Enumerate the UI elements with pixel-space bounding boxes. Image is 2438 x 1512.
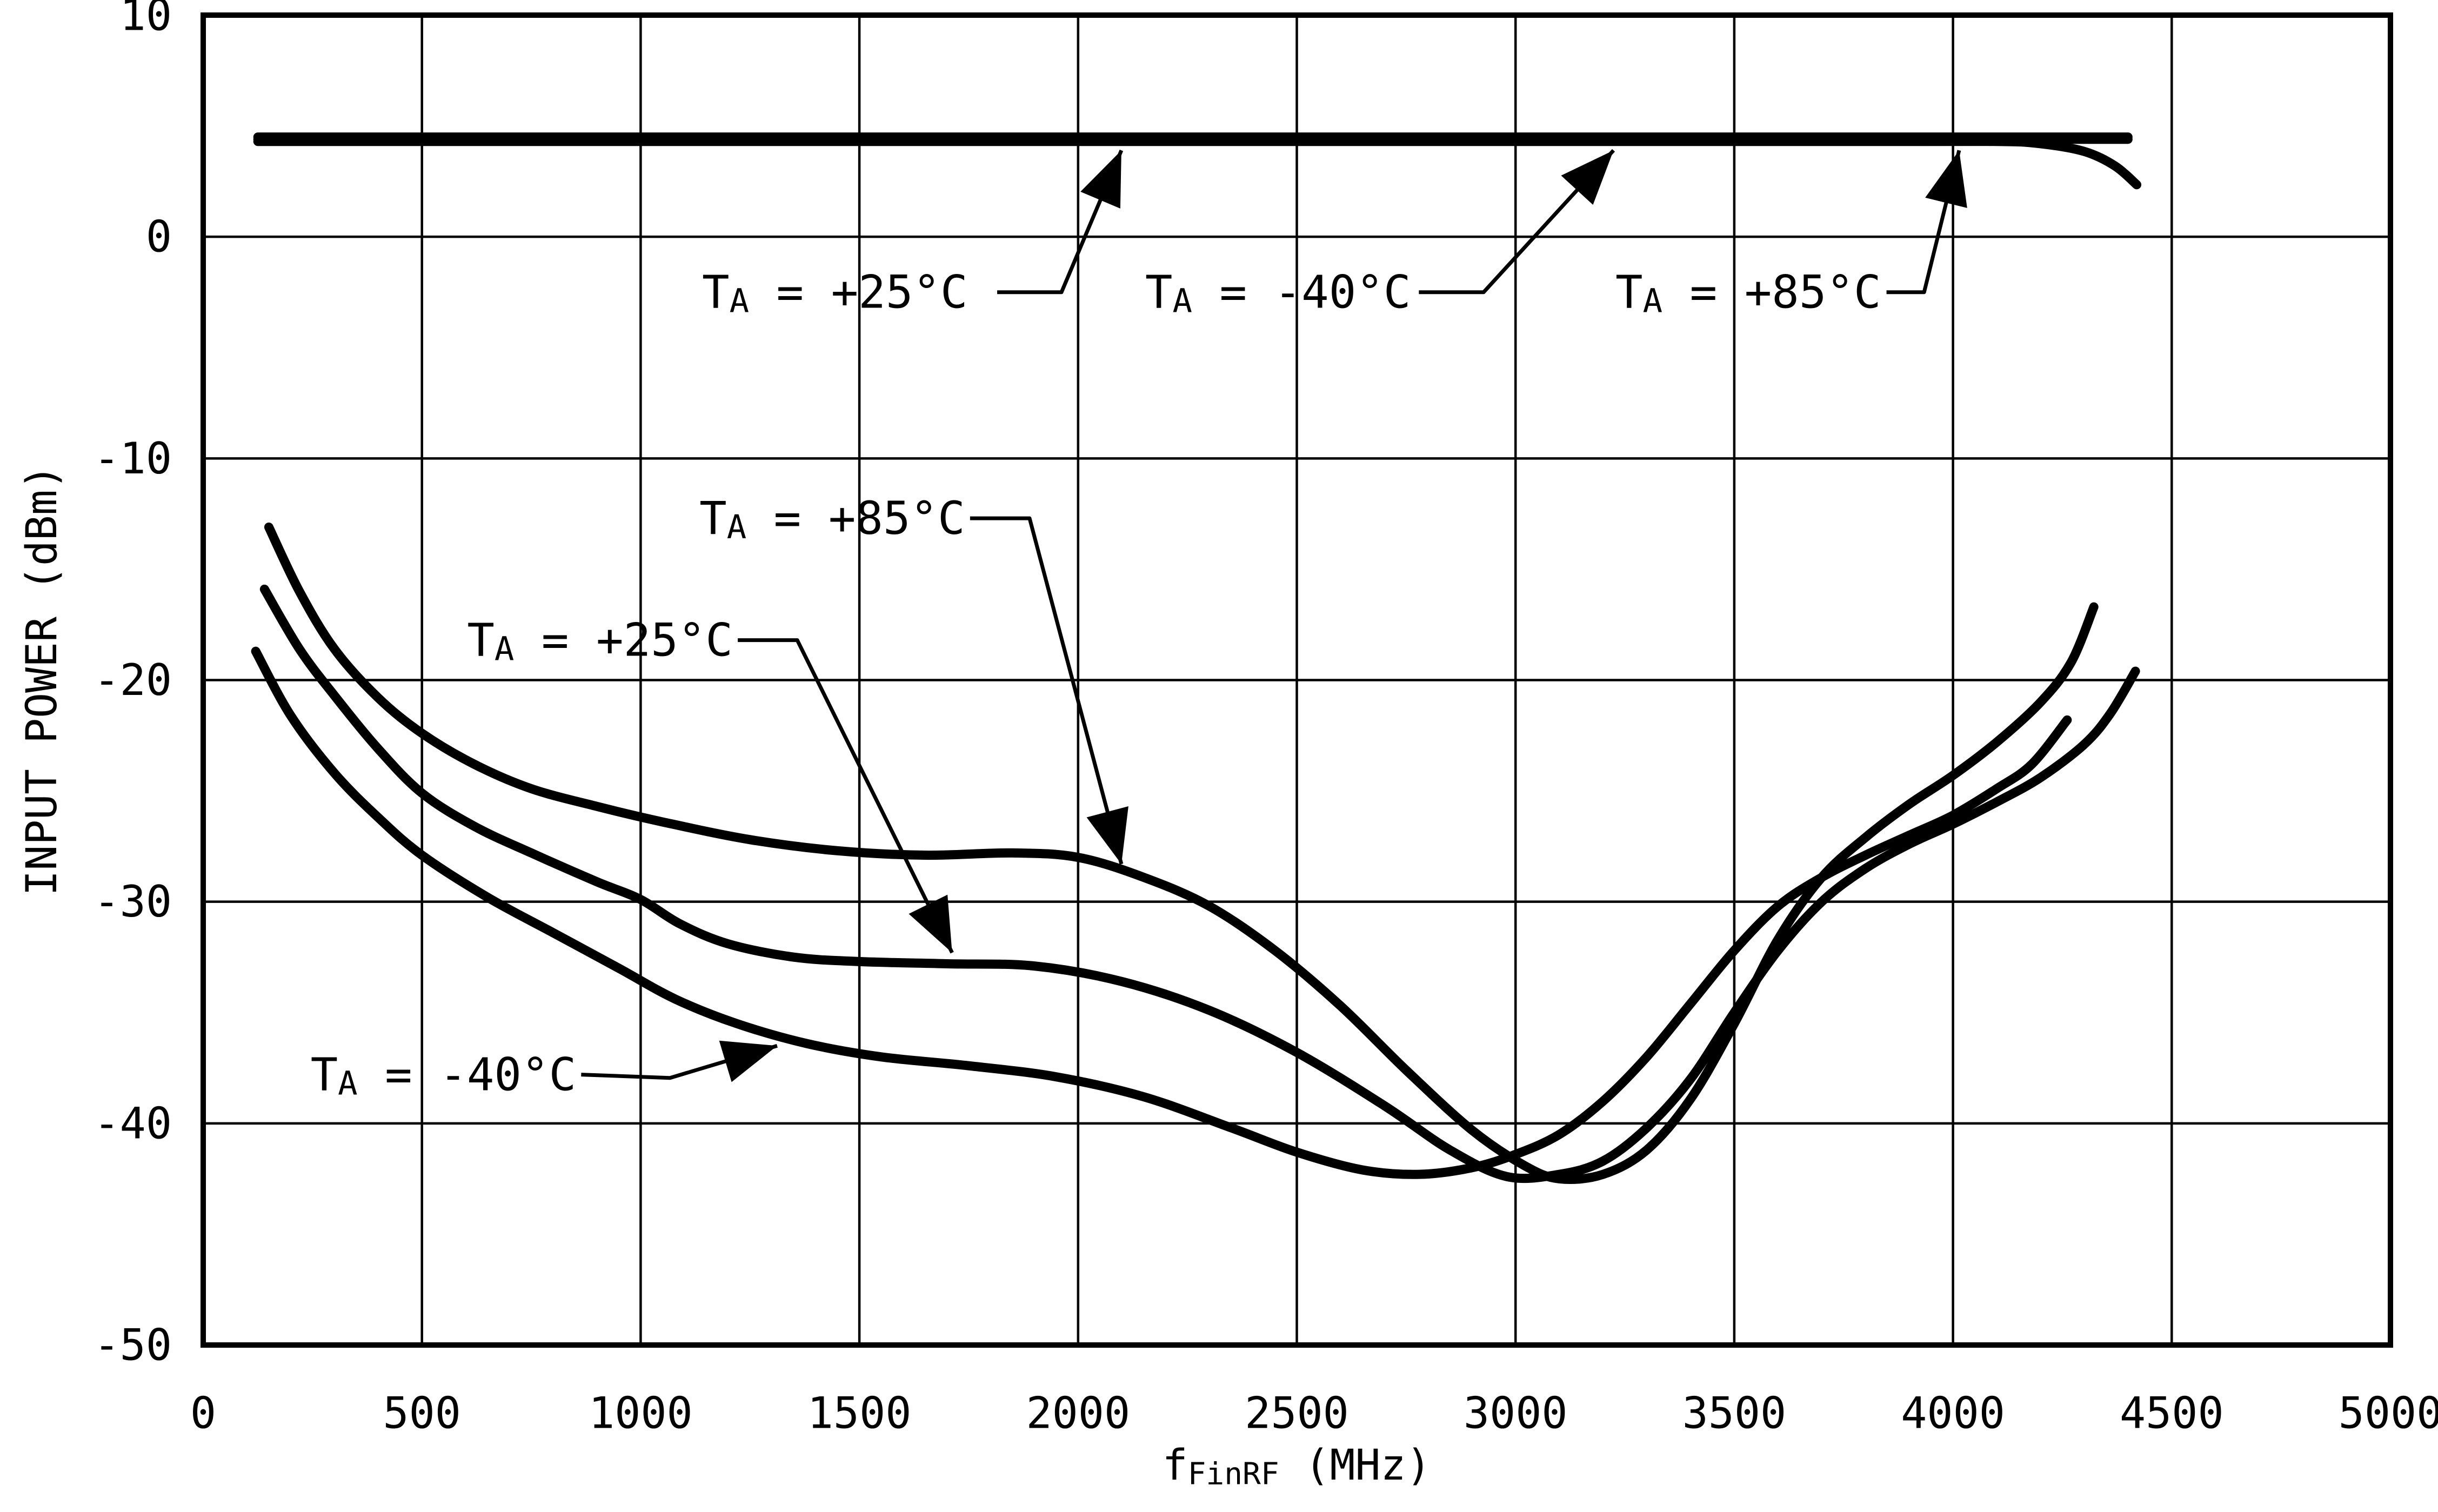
curves: [251, 132, 2142, 1184]
anno-low-plus25-arrowhead: [909, 894, 952, 953]
x-axis-title: fFinRF (MHz): [1163, 1441, 1432, 1491]
y-tick-label--50: -50: [94, 1320, 172, 1370]
anno-low-minus40: TA = -40°C: [311, 1040, 778, 1103]
y-tick-label-0: 0: [146, 212, 172, 262]
anno-top-plus25: TA = +25°C: [702, 149, 1124, 320]
anno-low-plus25: TA = +25°C: [467, 614, 954, 954]
x-tick-label-3500: 3500: [1682, 1388, 1787, 1439]
x-tick-label-1500: 1500: [807, 1388, 912, 1439]
x-tick-label-4000: 4000: [1901, 1388, 2005, 1439]
anno-top-plus25-label: TA = +25°C: [702, 266, 968, 320]
y-tick-label--30: -30: [94, 877, 172, 927]
anno-top-minus40-arrowhead: [1561, 150, 1614, 205]
anno-low-plus85-arrowhead: [1086, 806, 1128, 864]
anno-low-minus40-arrowhead: [719, 1040, 777, 1082]
plot-frame: [201, 12, 2393, 1348]
x-tick-label-1000: 1000: [589, 1388, 693, 1439]
x-tick-label-2500: 2500: [1245, 1388, 1349, 1439]
anno-low-plus25-label: TA = +25°C: [467, 614, 733, 668]
curve-lower-plus85: [264, 522, 2099, 1184]
anno-low-plus25-leader-line: [738, 638, 954, 954]
y-tick-label--10: -10: [94, 433, 172, 484]
anno-low-minus40-label: TA = -40°C: [311, 1048, 577, 1103]
anno-top-plus25-arrowhead: [1080, 150, 1121, 209]
annotations: TA = +25°C TA = -40°C TA = +85°C TA = +85°C…: [311, 149, 1967, 1103]
anno-top-plus85-arrowhead: [1925, 150, 1967, 208]
anno-top-plus85-label: TA = +85°C: [1615, 266, 1881, 320]
x-tick-label-5000: 5000: [2339, 1388, 2438, 1439]
curve-lower-plus25: [259, 584, 2140, 1183]
anno-top-minus40-leader-line: [1419, 149, 1615, 295]
x-tick-label-500: 500: [383, 1388, 461, 1439]
x-tick-label-2000: 2000: [1026, 1388, 1130, 1439]
anno-low-plus85: TA = +85°C: [699, 492, 1128, 865]
x-tick-label-4500: 4500: [2120, 1388, 2224, 1439]
tick-labels: 0 500 1000 1500 2000 2500 3000 3500 4000 4500 5000…: [94, 0, 2438, 1439]
y-axis-title: INPUT POWER (dBm): [18, 464, 66, 895]
anno-top-minus40: TA = -40°C: [1145, 149, 1615, 320]
anno-low-plus85-leader-line: [970, 516, 1124, 865]
curve-lower-minus40: [251, 646, 2072, 1179]
y-tick-label--40: -40: [94, 1098, 172, 1148]
anno-top-plus85: TA = +85°C: [1615, 150, 1967, 320]
x-tick-label-3000: 3000: [1464, 1388, 1568, 1439]
anno-top-minus40-label: TA = -40°C: [1145, 266, 1411, 320]
x-tick-label-0: 0: [190, 1388, 216, 1439]
y-tick-label--20: -20: [94, 655, 172, 705]
axis-titles: INPUT POWER (dBm) fFinRF (MHz): [18, 464, 1431, 1491]
y-tick-label-10: 10: [120, 0, 172, 41]
curve-upper-plus85: [253, 136, 2142, 190]
anno-low-plus85-label: TA = +85°C: [699, 492, 965, 546]
